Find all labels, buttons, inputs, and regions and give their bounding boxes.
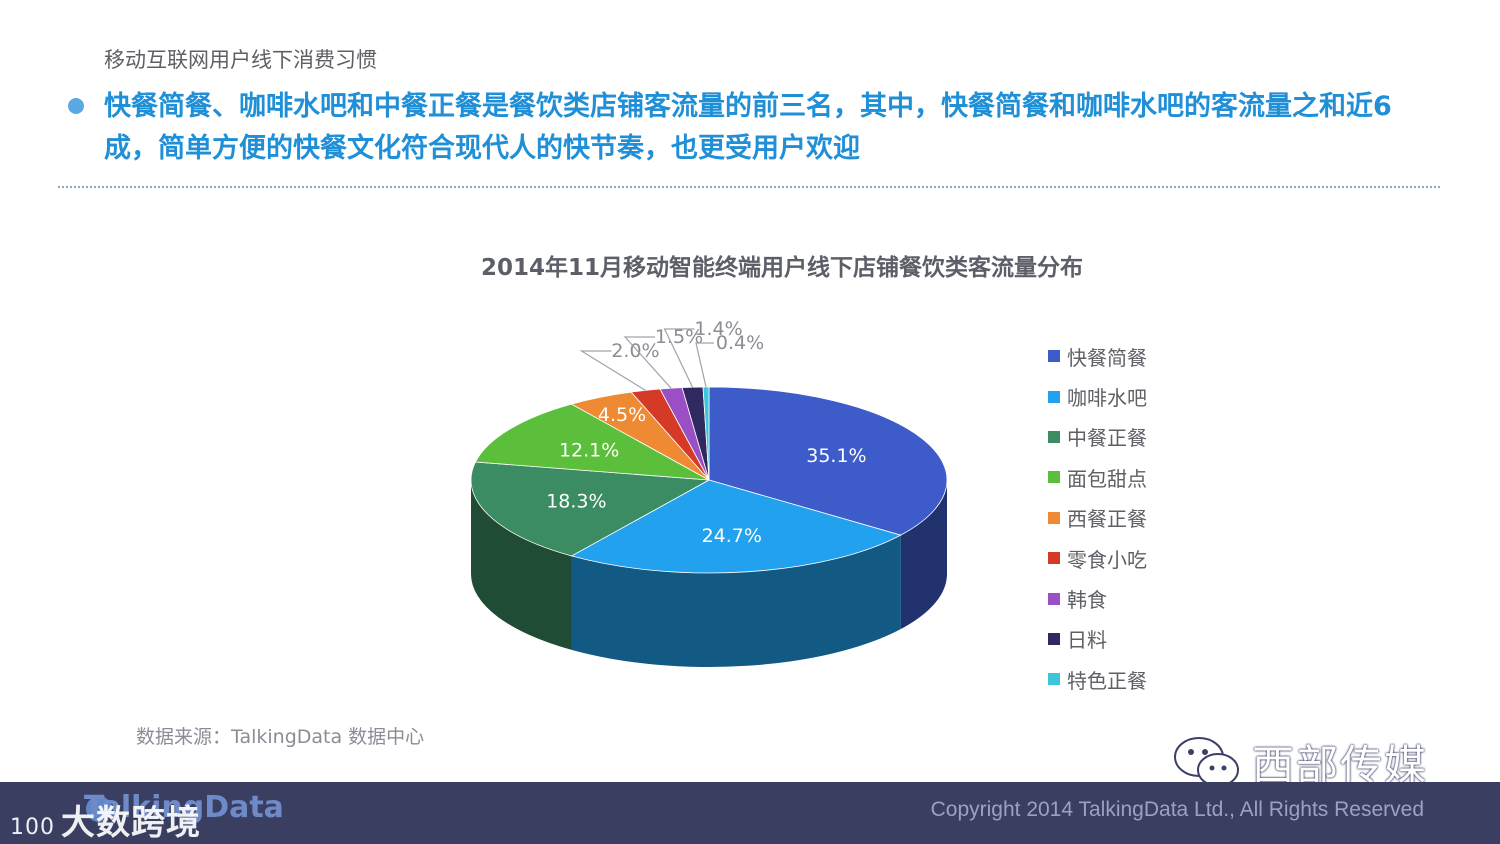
overlay-text: 大数跨境 bbox=[61, 803, 201, 843]
legend-label: 日料 bbox=[1067, 628, 1107, 653]
headline: 快餐简餐、咖啡水吧和中餐正餐是餐饮类店铺客流量的前三名，其中，快餐简餐和咖啡水吧… bbox=[104, 91, 1392, 164]
pie-label-9: 0.4% bbox=[716, 332, 764, 354]
legend-item: 快餐简餐 bbox=[1048, 336, 1147, 376]
watermark: 西部传媒 bbox=[1172, 732, 1428, 793]
legend-swatch bbox=[1048, 511, 1060, 524]
pie-label-2: 24.7% bbox=[702, 525, 762, 547]
pie-leader-7 bbox=[623, 336, 672, 389]
pie-label-4: 12.1% bbox=[559, 440, 619, 462]
pie-slice-1 bbox=[708, 386, 948, 536]
chart-title: 2014年11月移动智能终端用户线下店铺餐饮类客流量分布 bbox=[480, 255, 1084, 281]
legend-label: 特色正餐 bbox=[1067, 668, 1147, 693]
wechat-icon bbox=[1174, 736, 1239, 787]
legend-item: 韩食 bbox=[1048, 578, 1147, 618]
legend-item: 面包甜点 bbox=[1048, 457, 1147, 497]
overlay-prefix: 100 bbox=[10, 815, 55, 840]
legend-label: 中餐正餐 bbox=[1067, 426, 1147, 451]
legend-label: 西餐正餐 bbox=[1067, 507, 1147, 532]
legend-label: 面包甜点 bbox=[1067, 466, 1147, 491]
legend-item: 中餐正餐 bbox=[1048, 417, 1147, 457]
legend-label: 韩食 bbox=[1067, 588, 1107, 613]
footer-bar bbox=[0, 782, 1500, 844]
legend-item: 西餐正餐 bbox=[1048, 498, 1147, 538]
pie-slice-4 bbox=[474, 403, 710, 481]
pie-leader-9 bbox=[695, 342, 715, 388]
section-title: 移动互联网用户线下消费习惯 bbox=[104, 48, 377, 72]
pie-label-3: 18.3% bbox=[546, 491, 606, 513]
divider bbox=[58, 186, 1440, 188]
pie-side-2 bbox=[571, 535, 901, 667]
legend-swatch bbox=[1048, 552, 1060, 565]
legend-label: 咖啡水吧 bbox=[1067, 386, 1147, 411]
copyright: Copyright 2014 TalkingData Ltd., All Rig… bbox=[930, 798, 1424, 821]
pie-labels: 35.1% 24.7% 18.3% 12.1% 4.5% 2.0%1.5%1.4%0.4% bbox=[546, 318, 866, 547]
legend-swatch bbox=[1048, 430, 1060, 443]
legend-label: 零食小吃 bbox=[1067, 547, 1147, 572]
pie-label-5: 4.5% bbox=[598, 404, 646, 426]
pie-label-1: 35.1% bbox=[806, 445, 866, 467]
legend-swatch bbox=[1048, 632, 1060, 645]
pie-slice-3 bbox=[470, 461, 711, 557]
footer-logo: TalkingData bbox=[84, 790, 284, 825]
legend-item: 特色正餐 bbox=[1048, 659, 1147, 699]
legend-swatch bbox=[1048, 673, 1060, 686]
watermark-text: 西部传媒 bbox=[1252, 741, 1429, 790]
pie-label-7: 1.5% bbox=[655, 326, 703, 348]
legend-label: 快餐简餐 bbox=[1067, 345, 1147, 370]
legend-item: 零食小吃 bbox=[1048, 538, 1147, 578]
legend-item: 日料 bbox=[1048, 619, 1147, 659]
legend-swatch bbox=[1048, 471, 1060, 484]
pie-label-6: 2.0% bbox=[611, 340, 659, 362]
pie-leader-6 bbox=[579, 350, 646, 391]
pie-side-1 bbox=[900, 480, 947, 630]
pie-slice-2 bbox=[570, 479, 902, 574]
pie-top-slices bbox=[470, 386, 948, 574]
footer-overlay-watermark: 100 大数跨境 bbox=[10, 795, 201, 844]
pie-label-8: 1.4% bbox=[694, 318, 742, 340]
legend-item: 咖啡水吧 bbox=[1048, 376, 1147, 416]
legend-swatch bbox=[1048, 350, 1060, 363]
data-source: 数据来源：TalkingData 数据中心 bbox=[136, 726, 425, 748]
pie-side-3 bbox=[471, 480, 572, 650]
talkingdata-logo-icon bbox=[86, 796, 112, 822]
bullet-dot bbox=[68, 98, 84, 114]
chart-legend: 快餐简餐咖啡水吧中餐正餐面包甜点西餐正餐零食小吃韩食日料特色正餐 bbox=[1048, 336, 1147, 700]
pie-side-walls bbox=[471, 480, 947, 667]
legend-swatch bbox=[1048, 592, 1060, 605]
legend-swatch bbox=[1048, 390, 1060, 403]
pie-leader-8 bbox=[663, 328, 695, 388]
